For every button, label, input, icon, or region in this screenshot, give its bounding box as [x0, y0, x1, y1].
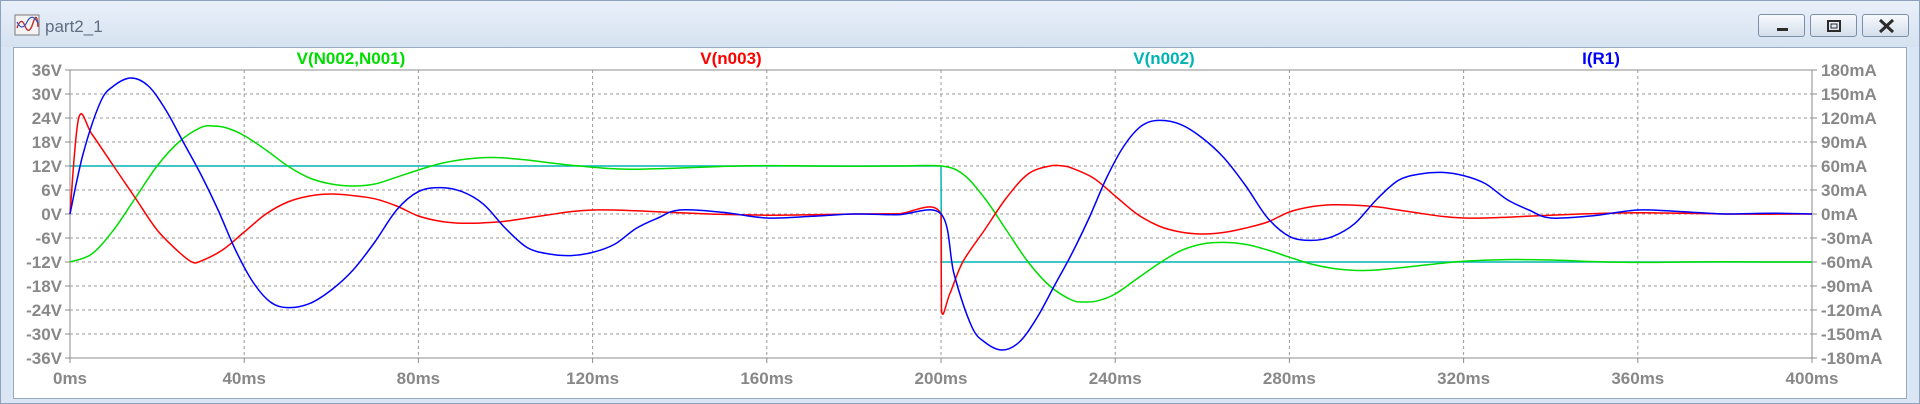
- y-left-tick-label: 6V: [41, 181, 62, 200]
- y-right-tick-label: -30mA: [1821, 229, 1873, 248]
- trace-v-n002-n001: [69, 125, 1813, 303]
- y-left-tick-label: 0V: [41, 205, 62, 224]
- y-axis-right: 180mA 150mA 120mA 90mA 60mA 30mA 0mA -30mA -60mA…: [1812, 61, 1882, 368]
- y-left-tick-label: 18V: [32, 133, 63, 152]
- x-tick-label: 160ms: [740, 369, 793, 388]
- y-right-tick-label: 150mA: [1821, 85, 1877, 104]
- y-right-tick-label: 90mA: [1821, 133, 1867, 152]
- x-tick-label: 280ms: [1263, 369, 1316, 388]
- y-left-tick-label: 30V: [32, 85, 63, 104]
- y-right-tick-label: 120mA: [1821, 109, 1877, 128]
- y-right-tick-label: -60mA: [1821, 253, 1873, 272]
- window-edge: [1909, 47, 1919, 399]
- y-right-tick-label: 60mA: [1821, 157, 1867, 176]
- x-tick-label: 80ms: [397, 369, 440, 388]
- y-right-tick-label: 180mA: [1821, 61, 1877, 80]
- y-right-tick-label: 30mA: [1821, 181, 1867, 200]
- y-right-tick-label: 0mA: [1821, 205, 1858, 224]
- traces: [69, 77, 1813, 351]
- y-left-tick-label: -6V: [36, 229, 63, 248]
- x-tick-label: 120ms: [566, 369, 619, 388]
- y-right-tick-label: -90mA: [1821, 277, 1873, 296]
- y-left-tick-label: 24V: [32, 109, 63, 128]
- trace-label-v-n003: V(n003): [700, 49, 761, 68]
- maximize-button[interactable]: [1810, 14, 1857, 37]
- trace-label-i-r1: I(R1): [1582, 49, 1620, 68]
- y-left-tick-label: 36V: [32, 61, 63, 80]
- x-tick-label: 360ms: [1611, 369, 1664, 388]
- waveform-chart: 0ms 40ms 80ms 120ms 160ms 200ms 240ms 280ms 320m…: [26, 49, 1882, 388]
- title-bar[interactable]: part2_1: [1, 1, 1919, 47]
- x-tick-label: 320ms: [1437, 369, 1490, 388]
- x-axis: 0ms 40ms 80ms 120ms 160ms 200ms 240ms 280ms 320m…: [53, 358, 1838, 388]
- minimize-button[interactable]: [1758, 14, 1805, 37]
- y-right-tick-label: -180mA: [1821, 349, 1882, 368]
- trace-labels: V(N002,N001) V(n003) V(n002) I(R1): [297, 49, 1620, 68]
- plot-pane[interactable]: 0ms 40ms 80ms 120ms 160ms 200ms 240ms 280ms 320m…: [13, 47, 1907, 399]
- x-tick-label: 200ms: [915, 369, 968, 388]
- x-tick-label: 0ms: [53, 369, 87, 388]
- x-tick-label: 240ms: [1089, 369, 1142, 388]
- trace-label-v-n002-n001: V(N002,N001): [297, 49, 406, 68]
- y-left-tick-label: -36V: [26, 349, 63, 368]
- x-tick-label: 400ms: [1786, 369, 1839, 388]
- y-left-tick-label: -12V: [26, 253, 63, 272]
- maximize-icon: [1827, 20, 1841, 32]
- y-right-tick-label: -120mA: [1821, 301, 1882, 320]
- y-left-tick-label: -24V: [26, 301, 63, 320]
- close-icon: [1878, 18, 1895, 34]
- close-button[interactable]: [1862, 14, 1909, 37]
- trace-label-v-n002: V(n002): [1133, 49, 1194, 68]
- y-left-tick-label: -30V: [26, 325, 63, 344]
- trace-i-r1: [69, 77, 1813, 351]
- y-right-tick-label: -150mA: [1821, 325, 1882, 344]
- y-left-tick-label: 12V: [32, 157, 63, 176]
- waveform-icon: [14, 14, 40, 36]
- window-title: part2_1: [45, 17, 103, 36]
- minimize-icon: [1777, 28, 1788, 31]
- x-tick-label: 40ms: [222, 369, 265, 388]
- y-axis-left: 36V 30V 24V 18V 12V 6V 0V -6V -12V -18V -24V -30V -3…: [26, 61, 70, 368]
- y-left-tick-label: -18V: [26, 277, 63, 296]
